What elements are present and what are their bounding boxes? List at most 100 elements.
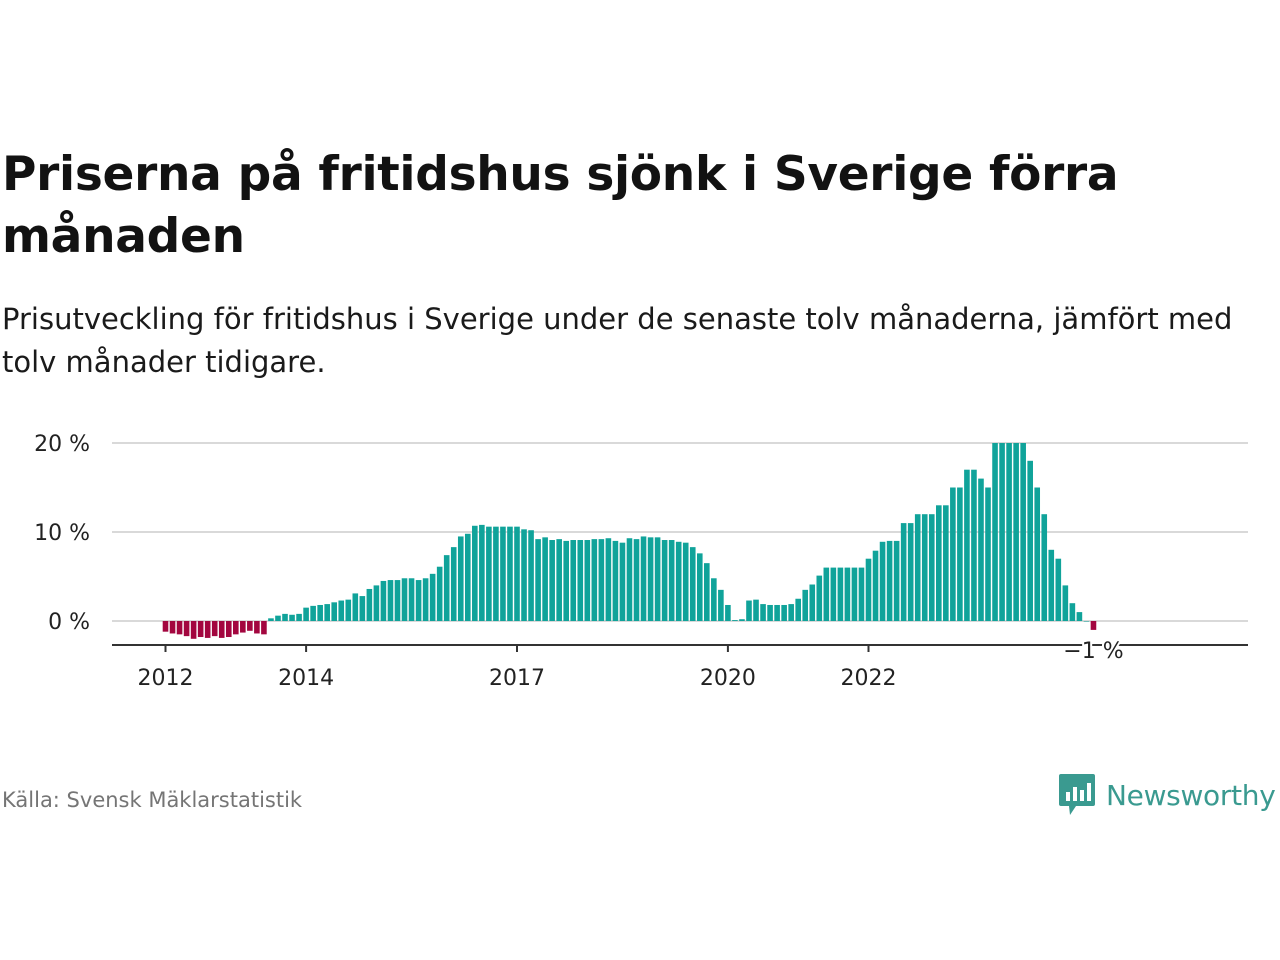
bar (345, 599, 352, 621)
bar (225, 621, 232, 638)
bar (310, 605, 316, 621)
x-tick-label: 2014 (278, 666, 334, 691)
bar (781, 604, 787, 621)
bar (788, 604, 794, 621)
bar (1034, 487, 1041, 621)
bar (598, 539, 605, 621)
bar (169, 621, 176, 634)
bar (795, 598, 801, 621)
bar (464, 533, 471, 621)
bar (324, 604, 330, 621)
bar (718, 589, 724, 621)
bar (921, 514, 928, 621)
bar (689, 547, 696, 621)
bar (753, 599, 759, 621)
bar (457, 536, 464, 621)
bar (668, 540, 675, 621)
bar (472, 525, 478, 621)
bar (711, 578, 717, 621)
bar (900, 523, 907, 621)
bar (563, 540, 570, 621)
bar (1048, 549, 1055, 621)
bar (654, 537, 661, 621)
bar (675, 541, 682, 621)
x-tick-label: 2017 (489, 666, 545, 691)
bar (872, 550, 879, 621)
bar (760, 604, 766, 621)
bar (436, 566, 443, 621)
bar (851, 567, 858, 621)
bar (725, 604, 731, 621)
bar (500, 526, 506, 621)
bar (985, 487, 991, 621)
bar (1027, 460, 1033, 621)
bar (612, 540, 619, 621)
bar (661, 540, 668, 621)
bar (380, 580, 387, 621)
bar (928, 514, 935, 621)
bar (331, 602, 338, 621)
bar (556, 539, 562, 621)
bar (584, 540, 591, 621)
bar (774, 604, 780, 621)
bar (450, 547, 457, 621)
bar (971, 469, 977, 621)
brand-logo: Newsworthy (1058, 772, 1276, 818)
bar (422, 578, 429, 621)
x-axis (112, 644, 1248, 652)
bar (704, 563, 710, 621)
bar (366, 588, 373, 621)
bar (387, 580, 394, 621)
bar (647, 537, 654, 621)
bar (830, 567, 837, 621)
bar (739, 619, 745, 621)
bar (950, 487, 956, 621)
bar (486, 526, 492, 621)
bar (1083, 621, 1090, 622)
bar (282, 613, 288, 621)
bar (296, 613, 302, 621)
bar (415, 580, 422, 621)
bar (570, 540, 577, 621)
bar (1006, 443, 1012, 621)
bar (633, 539, 640, 621)
last-value-label: −1 % (1063, 639, 1123, 664)
bar (943, 505, 949, 621)
bar-chart: 0 % 10 % 20 % 2012 2014 2017 2020 2022 −1 % (34, 432, 1248, 691)
bar (1076, 612, 1083, 621)
bar (528, 530, 534, 621)
bar (978, 478, 984, 621)
bar (577, 540, 584, 621)
bar (837, 567, 844, 621)
bar (1062, 585, 1069, 621)
bar (823, 567, 830, 621)
bar (211, 621, 218, 637)
bar (1041, 514, 1048, 621)
bar (373, 585, 380, 621)
bar (247, 621, 253, 631)
bar (275, 615, 281, 621)
bar (999, 443, 1005, 621)
bar (443, 555, 450, 621)
x-tick-label: 2020 (700, 666, 756, 691)
bar (907, 523, 914, 621)
x-tick-label: 2022 (841, 666, 897, 691)
bar (493, 526, 499, 621)
bar (479, 524, 485, 621)
bar (816, 575, 823, 621)
bar (809, 584, 816, 621)
bar (408, 578, 415, 621)
bar (1013, 443, 1019, 621)
bar (429, 573, 436, 621)
bar (514, 526, 520, 621)
bar (696, 553, 703, 621)
bar (802, 589, 809, 621)
bar (521, 529, 527, 621)
bar (858, 567, 865, 621)
y-tick-label: 0 % (48, 610, 90, 635)
y-tick-label: 20 % (34, 432, 90, 457)
bar (865, 558, 872, 621)
bar (197, 621, 204, 638)
bar (303, 607, 309, 621)
bar-chart-speech-bubble-icon (1059, 774, 1095, 815)
